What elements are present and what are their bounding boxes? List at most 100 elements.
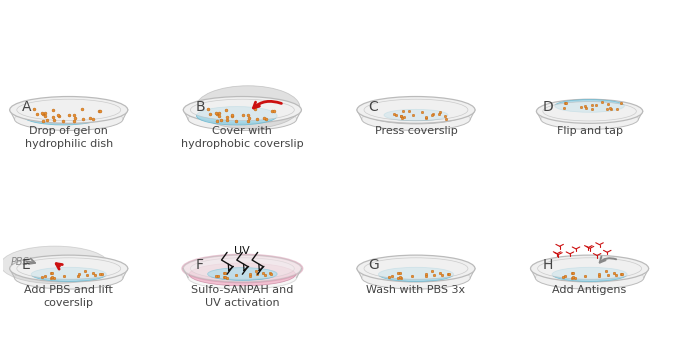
Point [397,108,408,114]
Point [258,115,270,120]
Ellipse shape [364,99,468,121]
Point [560,273,571,279]
Point [606,106,617,112]
Point [433,111,444,117]
Point [586,102,597,108]
Point [59,273,70,279]
Point [395,113,407,119]
Point [407,112,419,118]
Ellipse shape [188,108,297,130]
Point [243,115,254,121]
Point [557,274,568,280]
Point [48,276,60,281]
Point [568,270,579,276]
Point [559,100,570,106]
Point [617,271,628,277]
Point [31,111,42,117]
Ellipse shape [368,104,464,124]
Point [242,112,253,118]
Point [29,106,40,112]
Ellipse shape [208,268,277,280]
Text: PBS: PBS [10,257,29,267]
Point [47,270,58,276]
Point [397,116,408,121]
Text: Add PBS and lift
coverslip: Add PBS and lift coverslip [25,285,113,308]
Point [214,110,225,116]
Ellipse shape [531,255,649,282]
Point [69,115,80,121]
Point [396,276,407,281]
Text: B: B [195,100,205,114]
Point [608,270,620,276]
Ellipse shape [17,258,120,279]
Point [222,117,233,123]
Point [437,272,448,278]
Point [42,117,53,123]
Text: A: A [22,100,31,114]
Point [216,117,227,123]
Ellipse shape [197,107,277,125]
Point [601,268,612,274]
Point [258,270,269,276]
Point [52,112,64,118]
Ellipse shape [542,102,636,121]
Point [420,272,431,277]
Text: Drop of gel on
hydrophilic dish: Drop of gel on hydrophilic dish [25,126,113,149]
Point [558,105,569,111]
Point [210,274,221,279]
Ellipse shape [182,255,302,282]
Ellipse shape [189,263,295,286]
Ellipse shape [357,97,475,123]
Point [587,106,598,112]
Point [242,118,253,124]
Point [267,108,278,114]
Ellipse shape [1,246,109,284]
Ellipse shape [188,266,297,289]
Point [226,112,237,118]
Point [78,116,89,122]
Polygon shape [357,268,475,278]
Point [64,112,75,118]
Ellipse shape [357,255,475,282]
Ellipse shape [10,97,128,123]
Point [260,272,271,278]
Ellipse shape [384,110,448,121]
Point [388,111,399,117]
Ellipse shape [183,255,302,282]
Point [80,268,91,274]
Ellipse shape [183,97,302,123]
Ellipse shape [536,99,643,124]
Point [420,115,431,121]
Text: Flip and tap: Flip and tap [556,126,622,136]
Point [218,274,230,280]
Point [404,108,415,113]
Point [88,270,99,276]
Point [73,272,84,277]
Point [204,111,216,117]
Ellipse shape [15,108,123,130]
Point [435,270,446,276]
Point [221,275,232,281]
Point [440,113,451,119]
Point [603,101,614,107]
Point [53,113,64,118]
Point [594,273,605,279]
Point [73,273,84,279]
Point [40,113,51,118]
Point [580,103,591,109]
Point [443,271,454,277]
Polygon shape [536,111,643,119]
Point [575,105,586,110]
Point [394,274,405,280]
Point [220,274,231,280]
Ellipse shape [364,258,468,279]
Point [244,273,255,279]
Point [218,270,230,276]
Point [560,100,571,106]
Ellipse shape [32,267,106,281]
Point [612,106,623,111]
Point [602,272,613,277]
Point [427,268,438,274]
Point [69,112,80,118]
Point [268,108,279,114]
